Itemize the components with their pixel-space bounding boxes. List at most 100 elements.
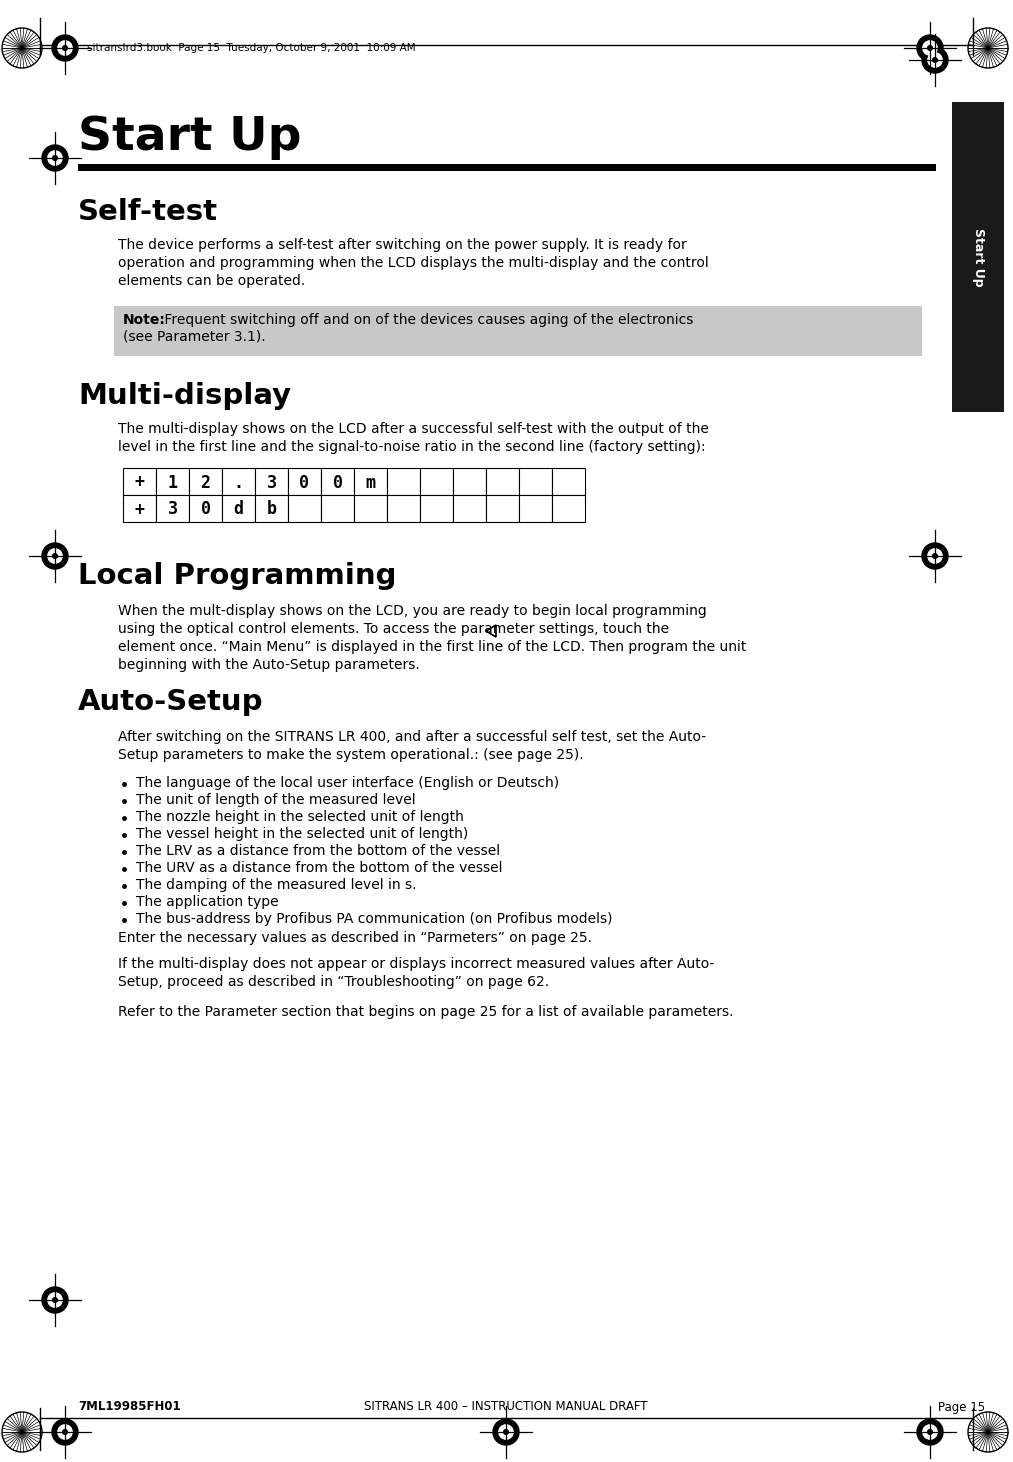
Circle shape [48,1292,62,1307]
Text: 1: 1 [167,474,177,491]
Text: operation and programming when the LCD displays the multi-display and the contro: operation and programming when the LCD d… [118,256,709,270]
Circle shape [503,1430,509,1434]
Text: The application type: The application type [136,895,279,909]
Text: Setup parameters to make the system operational.: (see page 25).: Setup parameters to make the system oper… [118,749,583,762]
Text: After switching on the SITRANS LR 400, and after a successful self test, set the: After switching on the SITRANS LR 400, a… [118,730,706,744]
Circle shape [928,45,932,50]
Text: Start Up: Start Up [971,228,985,287]
Text: d: d [234,500,243,519]
Text: Self-test: Self-test [78,197,218,227]
Text: The nozzle height in the selected unit of length: The nozzle height in the selected unit o… [136,810,464,825]
Text: 7ML19985FH01: 7ML19985FH01 [78,1401,180,1414]
Text: sitranslrd3.book  Page 15  Tuesday, October 9, 2001  10:09 AM: sitranslrd3.book Page 15 Tuesday, Octobe… [87,42,415,53]
Text: Page 15: Page 15 [938,1401,985,1414]
Circle shape [42,542,68,569]
Bar [123,496,156,522]
Text: The language of the local user interface (English or Deutsch): The language of the local user interface… [136,776,559,789]
Circle shape [498,1425,514,1439]
Circle shape [922,542,948,569]
Circle shape [928,53,942,67]
Text: Refer to the Parameter section that begins on page 25 for a list of available pa: Refer to the Parameter section that begi… [118,1004,733,1019]
Text: Note:: Note: [123,313,166,327]
Bar [189,496,222,522]
Bar [453,496,486,522]
Circle shape [48,151,62,165]
Text: 3: 3 [266,474,277,491]
Text: The vessel height in the selected unit of length): The vessel height in the selected unit o… [136,827,468,841]
Circle shape [53,1298,58,1303]
Text: The device performs a self-test after switching on the power supply. It is ready: The device performs a self-test after sw… [118,238,687,251]
Bar [156,468,189,496]
Bar [288,468,321,496]
Circle shape [493,1420,519,1444]
Text: Start Up: Start Up [78,115,302,159]
Bar [354,496,387,522]
Text: Enter the necessary values as described in “Parmeters” on page 25.: Enter the necessary values as described … [118,931,592,944]
Bar [420,468,453,496]
Bar [321,468,354,496]
Bar [420,496,453,522]
Bar [486,496,519,522]
Text: Setup, proceed as described in “Troubleshooting” on page 62.: Setup, proceed as described in “Troubles… [118,975,549,988]
Bar [255,496,288,522]
Circle shape [58,41,72,56]
Circle shape [917,35,943,61]
Circle shape [48,548,62,563]
Text: The URV as a distance from the bottom of the vessel: The URV as a distance from the bottom of… [136,861,502,874]
Circle shape [42,145,68,171]
Circle shape [53,155,58,161]
Text: Local Programming: Local Programming [78,561,396,591]
Circle shape [928,1430,932,1434]
Circle shape [928,548,942,563]
Bar [255,468,288,496]
Text: Multi-display: Multi-display [78,382,291,409]
Circle shape [917,1420,943,1444]
Circle shape [58,1425,72,1439]
Circle shape [922,47,948,73]
Bar [114,306,922,357]
Text: When the mult-display shows on the LCD, you are ready to begin local programming: When the mult-display shows on the LCD, … [118,604,707,618]
Text: 3: 3 [167,500,177,519]
Text: Frequent switching off and on of the devices causes aging of the electronics: Frequent switching off and on of the dev… [160,313,693,327]
Bar [519,468,552,496]
Circle shape [42,1287,68,1313]
Circle shape [63,45,67,50]
Bar [288,496,321,522]
Circle shape [52,1420,78,1444]
Text: If the multi-display does not appear or displays incorrect measured values after: If the multi-display does not appear or … [118,958,714,971]
Text: 0: 0 [300,474,310,491]
Circle shape [52,35,78,61]
Text: .: . [234,474,243,491]
Text: element once. “Main Menu” is displayed in the first line of the LCD. Then progra: element once. “Main Menu” is displayed i… [118,640,747,654]
Circle shape [933,554,937,558]
Text: using the optical control elements. To access the parameter settings, touch the: using the optical control elements. To a… [118,621,670,636]
Text: The unit of length of the measured level: The unit of length of the measured level [136,792,415,807]
Bar [952,102,1004,412]
Circle shape [923,1425,937,1439]
Text: elements can be operated.: elements can be operated. [118,273,305,288]
Text: 0: 0 [332,474,342,491]
Bar [486,468,519,496]
Bar [354,468,387,496]
Text: 2: 2 [201,474,211,491]
Text: b: b [266,500,277,519]
Text: level in the first line and the signal-to-noise ratio in the second line (factor: level in the first line and the signal-t… [118,440,706,455]
Circle shape [53,554,58,558]
Circle shape [933,57,937,63]
Bar [552,468,585,496]
Bar [123,468,156,496]
Text: The LRV as a distance from the bottom of the vessel: The LRV as a distance from the bottom of… [136,844,500,858]
Bar [222,468,255,496]
Text: SITRANS LR 400 – INSTRUCTION MANUAL DRAFT: SITRANS LR 400 – INSTRUCTION MANUAL DRAF… [365,1401,647,1414]
Bar [222,496,255,522]
Bar [453,468,486,496]
Text: 0: 0 [201,500,211,519]
Circle shape [63,1430,67,1434]
Text: m: m [366,474,376,491]
Text: The damping of the measured level in s.: The damping of the measured level in s. [136,879,416,892]
Text: The multi-display shows on the LCD after a successful self-test with the output : The multi-display shows on the LCD after… [118,423,709,436]
Text: The bus-address by Profibus PA communication (on Profibus models): The bus-address by Profibus PA communica… [136,912,613,925]
Bar [519,496,552,522]
Bar [387,496,420,522]
Text: +: + [135,500,145,519]
